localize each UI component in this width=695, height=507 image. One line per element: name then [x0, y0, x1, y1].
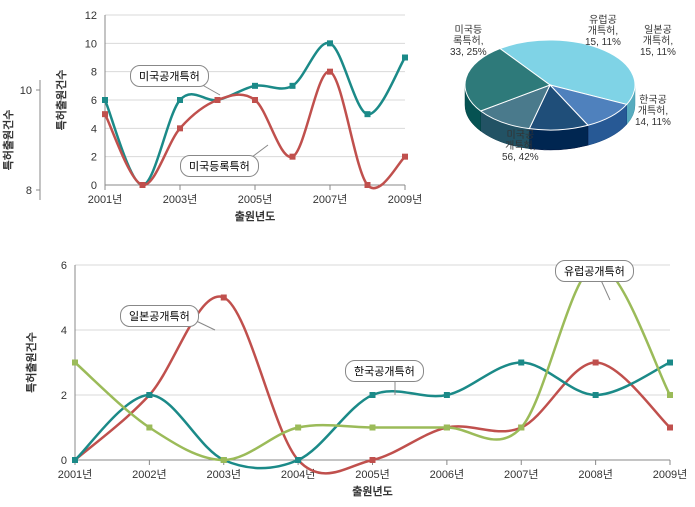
svg-text:2009년: 2009년 — [653, 468, 688, 481]
svg-text:특허출원건수: 특허출원건수 — [24, 332, 38, 393]
svg-text:2008년: 2008년 — [578, 468, 613, 481]
series-callout: 유럽공개특허 — [555, 260, 634, 282]
svg-text:0: 0 — [91, 180, 97, 192]
series-callout: 미국공개특허 — [130, 65, 209, 87]
svg-text:출원년도: 출원년도 — [235, 209, 275, 223]
svg-text:2005년: 2005년 — [238, 193, 273, 206]
svg-text:2007년: 2007년 — [313, 193, 348, 206]
svg-text:2: 2 — [91, 152, 97, 164]
series-callout: 미국등록특허 — [180, 155, 259, 177]
pie-slice-label: 한국공개특허,14, 11% — [635, 95, 671, 128]
svg-text:2006년: 2006년 — [430, 468, 465, 481]
svg-text:8: 8 — [91, 67, 97, 79]
pie-slice-label: 일본공개특허,15, 11% — [640, 25, 676, 58]
svg-text:0: 0 — [61, 455, 67, 467]
svg-text:2009년: 2009년 — [388, 193, 423, 206]
svg-text:10: 10 — [85, 38, 97, 50]
svg-text:8: 8 — [26, 185, 32, 197]
svg-text:2: 2 — [61, 390, 67, 402]
svg-text:10: 10 — [20, 85, 32, 97]
series-callout: 일본공개특허 — [120, 305, 199, 327]
svg-text:특허출원건수: 특허출원건수 — [1, 110, 15, 171]
svg-text:2005년: 2005년 — [355, 468, 390, 481]
pie-slice-label: 미국공개특허,56, 42% — [502, 130, 539, 163]
svg-text:4: 4 — [91, 123, 97, 135]
svg-text:12: 12 — [85, 10, 97, 22]
pie-slice-label: 유럽공개특허,15, 11% — [585, 15, 621, 48]
svg-text:2007년: 2007년 — [504, 468, 539, 481]
svg-text:2002년: 2002년 — [132, 468, 167, 481]
series-callout: 한국공개특허 — [345, 360, 424, 382]
svg-text:2003년: 2003년 — [163, 193, 198, 206]
svg-text:4: 4 — [61, 325, 67, 337]
svg-text:2003년: 2003년 — [206, 468, 241, 481]
svg-text:2001년: 2001년 — [58, 468, 93, 481]
pie-slice-label: 미국등록특허,33, 25% — [450, 25, 487, 58]
svg-text:특허출원건수: 특허출원건수 — [54, 70, 68, 131]
svg-text:6: 6 — [61, 260, 67, 272]
svg-text:6: 6 — [91, 95, 97, 107]
svg-text:2001년: 2001년 — [88, 193, 123, 206]
svg-text:출원년도: 출원년도 — [352, 484, 392, 498]
